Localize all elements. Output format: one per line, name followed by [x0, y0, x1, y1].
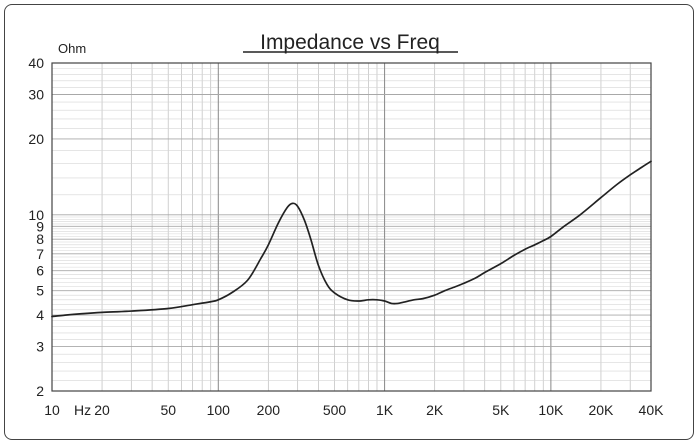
x-tick-label: 40K	[639, 402, 665, 418]
y-tick-label: 7	[36, 246, 44, 262]
chart-frame	[4, 4, 694, 440]
x-tick-label: Hz	[74, 402, 91, 418]
y-tick-label: 8	[36, 231, 44, 247]
y-tick-label: 4	[36, 307, 44, 323]
y-tick-label: 3	[36, 339, 44, 355]
x-tick-label: 50	[160, 402, 176, 418]
y-tick-label: 10	[28, 207, 44, 223]
y-tick-label: 5	[36, 283, 44, 299]
chart-title: Impedance vs Freq	[260, 31, 440, 54]
y-tick-label: 30	[28, 86, 44, 102]
y-tick-label: 40	[28, 55, 44, 71]
x-tick-label: 10K	[538, 402, 564, 418]
y-axis-unit: Ohm	[58, 41, 86, 56]
y-tick-label: 9	[36, 218, 44, 234]
x-tick-label: 200	[257, 402, 281, 418]
x-tick-label: 2K	[426, 402, 444, 418]
x-tick-label: 1K	[376, 402, 394, 418]
grid-major	[52, 62, 651, 392]
impedance-curve	[51, 160, 652, 318]
x-tick-label: 10	[44, 402, 60, 418]
plot-border	[51, 62, 652, 392]
x-tick-label: 500	[323, 402, 347, 418]
x-tick-label: 100	[207, 402, 231, 418]
x-tick-label: 20	[94, 402, 110, 418]
y-tick-label: 2	[36, 383, 44, 399]
grid-minor	[52, 63, 651, 391]
series-layer	[51, 160, 652, 318]
y-tick-label: 20	[28, 131, 44, 147]
x-tick-labels: 10 Hz 20 50 100 200 500 1K 2K 5K 10K 20K 40K	[44, 402, 664, 418]
x-tick-label: 5K	[492, 402, 510, 418]
y-tick-label: 6	[36, 263, 44, 279]
x-tick-label: 20K	[588, 402, 614, 418]
